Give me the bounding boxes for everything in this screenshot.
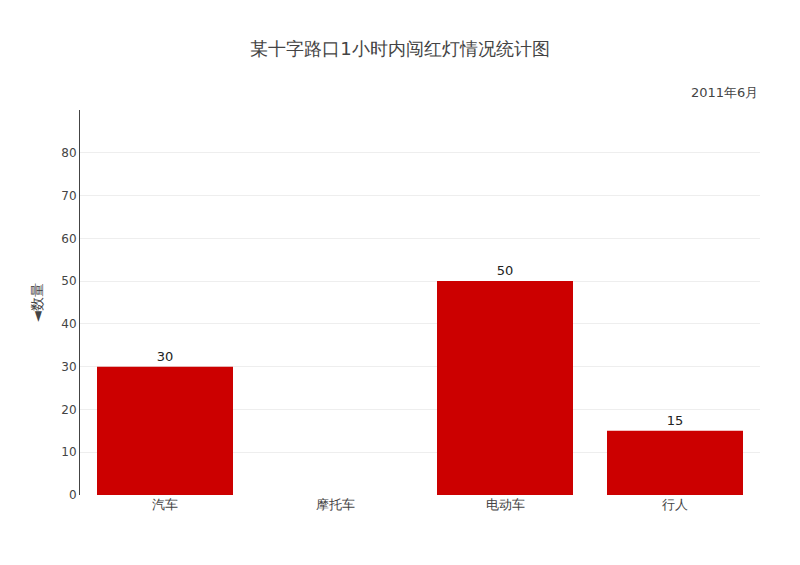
svg-text:◄数量: ◄数量	[29, 283, 45, 322]
svg-text:40: 40	[61, 317, 76, 331]
svg-text:80: 80	[61, 146, 76, 160]
svg-text:70: 70	[61, 189, 76, 203]
svg-text:电动车: 电动车	[486, 497, 525, 512]
svg-text:汽车: 汽车	[152, 497, 178, 512]
svg-text:50: 50	[61, 274, 76, 288]
svg-text:60: 60	[61, 232, 76, 246]
svg-text:摩托车: 摩托车	[316, 497, 355, 512]
svg-text:0: 0	[69, 488, 77, 502]
svg-text:50: 50	[497, 263, 514, 278]
svg-text:30: 30	[61, 360, 76, 374]
svg-text:10: 10	[61, 445, 76, 459]
svg-text:15: 15	[667, 413, 684, 428]
svg-text:2011年6月: 2011年6月	[691, 85, 758, 100]
svg-text:行人: 行人	[662, 497, 688, 512]
svg-text:20: 20	[61, 403, 76, 417]
svg-text:某十字路口1小时内闯红灯情况统计图: 某十字路口1小时内闯红灯情况统计图	[250, 38, 549, 59]
svg-text:30: 30	[157, 349, 174, 364]
